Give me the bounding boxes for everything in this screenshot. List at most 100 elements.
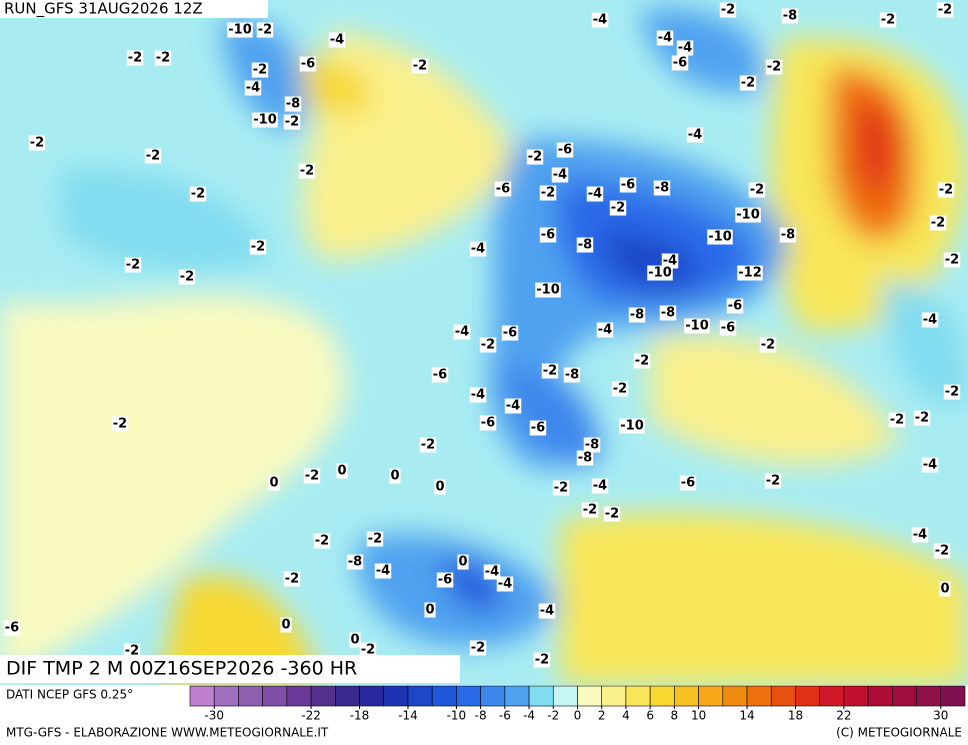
tick-label: 30 bbox=[933, 709, 948, 723]
tick-label: -8 bbox=[475, 709, 487, 723]
value-label: -4 bbox=[913, 528, 927, 543]
map-title: DIF TMP 2 M 00Z16SEP2026 -360 HR bbox=[6, 658, 357, 680]
value-label: -2 bbox=[767, 60, 781, 75]
label-box bbox=[679, 475, 697, 491]
value-label: -6 bbox=[541, 228, 555, 243]
value-label: -2 bbox=[881, 13, 895, 28]
value-label: -10 bbox=[685, 319, 709, 334]
value-label: -2 bbox=[535, 653, 549, 668]
label-box bbox=[504, 398, 522, 414]
value-label: -2 bbox=[413, 59, 427, 74]
color-swatch bbox=[601, 685, 627, 707]
value-label: 0 bbox=[435, 480, 444, 495]
label-box bbox=[719, 2, 737, 18]
value-label: -8 bbox=[585, 438, 599, 453]
value-label: -2 bbox=[543, 364, 557, 379]
value-label: -2 bbox=[300, 164, 314, 179]
value-label: -8 bbox=[781, 228, 795, 243]
value-label: -4 bbox=[593, 13, 607, 28]
label-box bbox=[280, 617, 292, 633]
color-swatch bbox=[213, 685, 239, 707]
value-label: -2 bbox=[635, 354, 649, 369]
label-box bbox=[661, 253, 679, 269]
value-label: -2 bbox=[361, 643, 375, 658]
value-label: -2 bbox=[30, 136, 44, 151]
value-label: -2 bbox=[931, 216, 945, 231]
label-box bbox=[656, 30, 674, 46]
value-label: -10 bbox=[736, 208, 760, 223]
label-box bbox=[619, 177, 637, 193]
label-box bbox=[539, 185, 557, 201]
label-box bbox=[676, 40, 694, 56]
value-label: -2 bbox=[146, 149, 160, 164]
value-label: -6 bbox=[503, 326, 517, 341]
value-label: -8 bbox=[783, 9, 797, 24]
color-swatch bbox=[916, 685, 942, 707]
label-box bbox=[943, 252, 961, 268]
value-label: 0 bbox=[390, 469, 399, 484]
label-box bbox=[586, 186, 604, 202]
value-label: -6 bbox=[531, 421, 545, 436]
label-box bbox=[937, 182, 955, 198]
label-box bbox=[583, 437, 601, 453]
value-label: -2 bbox=[613, 382, 627, 397]
label-box bbox=[419, 437, 437, 453]
value-label: -6 bbox=[5, 621, 19, 636]
label-box bbox=[111, 416, 129, 432]
color-swatch bbox=[480, 685, 506, 707]
value-label: -12 bbox=[738, 266, 762, 281]
label-box bbox=[759, 337, 777, 353]
value-label: -4 bbox=[498, 577, 512, 592]
label-box bbox=[686, 127, 704, 143]
value-label: -4 bbox=[471, 388, 485, 403]
tick-label: -14 bbox=[398, 709, 418, 723]
value-label: -2 bbox=[583, 503, 597, 518]
value-label: -2 bbox=[528, 150, 542, 165]
tick-label: 2 bbox=[598, 709, 606, 723]
value-label: -10 bbox=[253, 113, 277, 128]
color-swatch bbox=[383, 685, 409, 707]
label-box bbox=[552, 480, 570, 496]
value-label: -6 bbox=[673, 56, 687, 71]
color-swatch bbox=[359, 685, 385, 707]
label-box bbox=[737, 265, 763, 281]
value-label: -8 bbox=[565, 368, 579, 383]
run-box bbox=[0, 0, 268, 18]
label-box bbox=[496, 576, 514, 592]
label-box bbox=[591, 478, 609, 494]
value-label: -10 bbox=[648, 266, 672, 281]
label-box bbox=[256, 22, 274, 38]
label-box bbox=[359, 642, 377, 658]
map-field bbox=[0, 0, 968, 685]
value-label: -2 bbox=[156, 51, 170, 66]
label-box bbox=[739, 75, 757, 91]
label-box bbox=[939, 581, 951, 597]
label-box bbox=[431, 367, 449, 383]
label-box bbox=[879, 12, 897, 28]
color-swatch bbox=[940, 685, 966, 707]
value-label: -4 bbox=[471, 242, 485, 257]
label-box bbox=[126, 50, 144, 66]
colorbar: -30 -22 -18 -14 -10 -8 -6 -4 -2 0 2 4 6 8 10 14 18 22 30 bbox=[189, 685, 966, 723]
label-box bbox=[533, 652, 551, 668]
value-label: -4 bbox=[376, 564, 390, 579]
color-swatch bbox=[770, 685, 796, 707]
color-swatch bbox=[746, 685, 772, 707]
value-label: -10 bbox=[708, 230, 732, 245]
label-box bbox=[539, 227, 557, 243]
label-box bbox=[913, 410, 931, 426]
color-swatch bbox=[625, 685, 651, 707]
label-box bbox=[284, 96, 302, 112]
label-box bbox=[424, 602, 436, 618]
color-swatch bbox=[649, 685, 675, 707]
value-label: 0 bbox=[337, 464, 346, 479]
label-box bbox=[283, 571, 301, 587]
label-box bbox=[313, 533, 331, 549]
color-swatch bbox=[407, 685, 433, 707]
value-label: -2 bbox=[554, 481, 568, 496]
label-box bbox=[124, 257, 142, 273]
value-label: -8 bbox=[578, 451, 592, 466]
label-box bbox=[748, 182, 766, 198]
value-label: -10 bbox=[620, 419, 644, 434]
color-swatch bbox=[238, 685, 263, 707]
